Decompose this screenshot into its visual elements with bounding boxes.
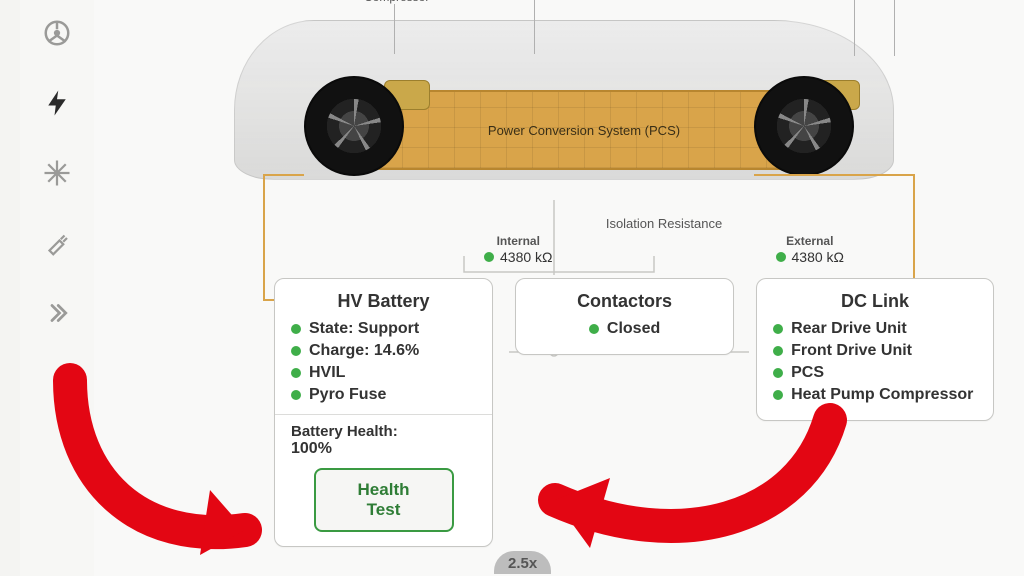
status-dot-icon [773, 390, 783, 400]
expand-icon [42, 298, 72, 328]
hv-item: Pyro Fuse [309, 386, 386, 404]
sidebar-item-steering[interactable] [36, 12, 78, 54]
dclink-item: Rear Drive Unit [791, 320, 907, 338]
sidebar-item-power[interactable] [36, 82, 78, 124]
status-dot-icon [773, 346, 783, 356]
snowflake-icon [42, 158, 72, 188]
isolation-values: Internal 4380 kΩ External 4380 kΩ [484, 234, 844, 265]
sidebar [20, 0, 94, 576]
status-dot-icon [291, 368, 301, 378]
dclink-title: DC Link [773, 291, 977, 312]
dclink-item: Front Drive Unit [791, 342, 912, 360]
status-dot-icon [589, 324, 599, 334]
compressor-label: Compressor [364, 0, 429, 4]
car-diagram: Power Conversion System (PCS) Compressor… [194, 0, 934, 210]
iso-external-label: External [786, 234, 833, 248]
hv-battery-panel: HV Battery State: Support Charge: 14.6% … [274, 278, 493, 547]
dc-link-panel: DC Link Rear Drive Unit Front Drive Unit… [756, 278, 994, 421]
health-test-button[interactable]: Health Test [314, 468, 454, 532]
contactors-panel: Contactors Closed [515, 278, 734, 355]
hv-item: State: Support [309, 320, 419, 338]
hv-item: Charge: 14.6% [309, 342, 419, 360]
service-screen: Power Conversion System (PCS) Compressor… [0, 0, 1024, 576]
lead-line [894, 0, 895, 56]
dclink-item: PCS [791, 364, 824, 382]
main-content: Power Conversion System (PCS) Compressor… [94, 0, 1024, 576]
iso-internal-label: Internal [497, 234, 540, 248]
dclink-item: Heat Pump Compressor [791, 386, 973, 404]
status-panels: HV Battery State: Support Charge: 14.6% … [274, 278, 994, 547]
car-annotations: Compressor Front Drive Unit [194, 0, 934, 210]
sidebar-item-diagnostic[interactable] [36, 222, 78, 264]
sidebar-item-expand[interactable] [36, 292, 78, 334]
bolt-icon [42, 88, 72, 118]
battery-health-label: Battery Health: [291, 423, 476, 440]
hv-title: HV Battery [291, 291, 476, 312]
battery-health-value: 100% [291, 440, 476, 458]
spark-plug-icon [42, 228, 72, 258]
status-dot-icon [291, 324, 301, 334]
divider [275, 414, 492, 415]
lead-line [394, 4, 395, 54]
status-dot-icon [291, 346, 301, 356]
zoom-indicator[interactable]: 2.5x [494, 551, 551, 574]
contactors-item: Closed [607, 320, 660, 338]
isolation-external: External 4380 kΩ [776, 234, 845, 265]
status-dot-icon [291, 390, 301, 400]
iso-external-value: 4380 kΩ [792, 249, 845, 265]
status-dot-icon [773, 368, 783, 378]
status-dot-icon [484, 252, 494, 262]
steering-icon [42, 18, 72, 48]
hv-item: HVIL [309, 364, 345, 382]
lead-line [854, 0, 855, 56]
isolation-title: Isolation Resistance [534, 216, 794, 231]
zoom-label: 2.5x [508, 555, 537, 572]
status-dot-icon [773, 324, 783, 334]
status-dot-icon [776, 252, 786, 262]
lead-line [534, 0, 535, 54]
contactors-title: Contactors [532, 291, 717, 312]
iso-internal-value: 4380 kΩ [500, 249, 553, 265]
sidebar-item-climate[interactable] [36, 152, 78, 194]
isolation-internal: Internal 4380 kΩ [484, 234, 553, 265]
